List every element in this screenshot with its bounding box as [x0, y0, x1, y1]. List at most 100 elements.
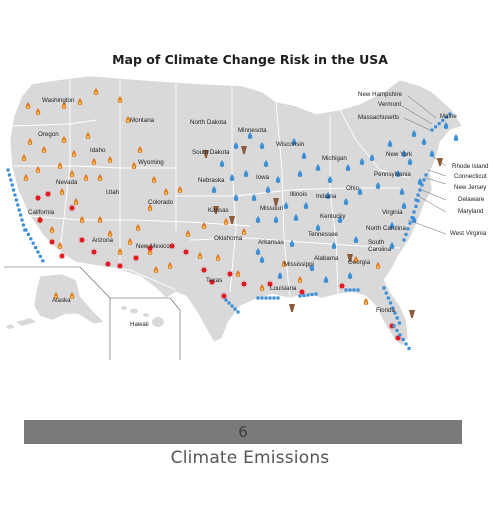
fire-drop-icon [69, 170, 75, 177]
water-drop-icon [229, 174, 235, 181]
tornado-icon [213, 206, 219, 214]
alaska-shape [33, 273, 105, 325]
state-label-north-dakota: North Dakota [190, 119, 227, 126]
water-drop-icon [255, 248, 261, 255]
fire-drop-icon [107, 156, 113, 163]
state-label-oklahoma: Oklahoma [214, 235, 243, 242]
state-label-iowa: Iowa [256, 174, 270, 181]
sea-level-wave-icon [430, 112, 452, 132]
fire-drop-icon [59, 188, 65, 195]
state-label-rhode-island: Rhode Island [452, 163, 489, 170]
heat-burst-icon [48, 238, 56, 246]
fire-drop-icon [73, 198, 79, 205]
hawaii-inset-border [110, 297, 181, 360]
fire-drop-icon [61, 136, 67, 143]
tornado-icon [241, 146, 247, 154]
water-drop-icon [421, 138, 427, 145]
state-label-wyoming: Wyoming [138, 159, 164, 166]
water-drop-icon [275, 176, 281, 183]
state-label-new-jersey: New Jersey [454, 184, 487, 191]
heat-burst-icon [208, 278, 216, 286]
state-label-maryland: Maryland [458, 208, 484, 215]
state-label-minnesota: Minnesota [238, 127, 267, 134]
fire-drop-icon [131, 162, 137, 169]
tornado-icon [273, 198, 279, 206]
alaska-inset-border [4, 266, 111, 360]
fire-drop-icon [147, 204, 153, 211]
heat-burst-icon [388, 322, 396, 330]
fire-drop-icon [241, 228, 247, 235]
water-drop-icon [265, 186, 271, 193]
water-drop-icon [331, 242, 337, 249]
fire-drop-icon [107, 230, 113, 237]
fire-drop-icon [23, 174, 29, 181]
state-label-nevada: Nevada [56, 179, 78, 186]
heat-burst-icon [90, 248, 98, 256]
fire-drop-icon [85, 132, 91, 139]
water-drop-icon [243, 170, 249, 177]
tornado-icon [437, 158, 443, 166]
water-drop-icon [389, 222, 395, 229]
state-label-connecticut: Connecticut [454, 173, 487, 180]
water-drop-icon [323, 276, 329, 283]
water-drop-icon [233, 142, 239, 149]
water-drop-icon [289, 240, 295, 247]
water-drop-icon [297, 170, 303, 177]
water-drop-icon [303, 202, 309, 209]
heat-burst-icon [240, 280, 248, 288]
footer-number-bar: 6 [24, 420, 462, 444]
water-drop-icon [259, 256, 265, 263]
state-label-virginia: Virginia [382, 209, 403, 216]
fire-drop-icon [41, 146, 47, 153]
heat-burst-icon [266, 280, 274, 288]
water-drop-icon [337, 216, 343, 223]
sea-level-wave-icon [392, 324, 411, 351]
water-drop-icon [387, 140, 393, 147]
state-label-alabama: Alabama [314, 255, 339, 262]
water-drop-icon [219, 160, 225, 167]
state-label-nebraska: Nebraska [198, 177, 225, 184]
fire-drop-icon [69, 292, 75, 299]
water-drop-icon [211, 186, 217, 193]
heat-burst-icon [226, 270, 234, 278]
water-drop-icon [357, 188, 363, 195]
fire-drop-icon [375, 262, 381, 269]
state-label-new-york: New York [386, 151, 413, 158]
fire-drop-icon [27, 138, 33, 145]
usa-risk-map: Washington Montana North Dakota Minnesot… [0, 70, 500, 360]
sea-level-wave-icon [256, 296, 280, 300]
fire-drop-icon [61, 102, 67, 109]
fire-drop-icon [83, 174, 89, 181]
water-drop-icon [283, 202, 289, 209]
water-drop-icon [407, 158, 413, 165]
state-label-south-dakota: South Dakota [192, 149, 230, 156]
water-drop-icon [327, 176, 333, 183]
water-drop-icon [389, 242, 395, 249]
heat-burst-icon [78, 236, 86, 244]
state-label-louisiana: Louisiana [270, 285, 297, 292]
state-label-new-mexico: New Mexico [136, 243, 170, 250]
heat-burst-icon [68, 204, 76, 212]
fire-drop-icon [297, 276, 303, 283]
state-label-kansas: Kansas [208, 207, 229, 214]
state-label-tennessee: Tennessee [308, 231, 338, 238]
fire-drop-icon [153, 266, 159, 273]
fire-drop-icon [97, 216, 103, 223]
fire-drop-icon [117, 248, 123, 255]
heat-burst-icon [298, 288, 306, 296]
state-label-kentucky: Kentucky [320, 213, 346, 220]
fire-drop-icon [281, 260, 287, 267]
water-drop-icon [343, 198, 349, 205]
tornado-icon [203, 150, 209, 158]
heat-burst-icon [338, 282, 346, 290]
state-label-north-carolina: North Carolina [366, 225, 406, 232]
water-drop-icon [291, 138, 297, 145]
fire-drop-icon [57, 242, 63, 249]
fire-drop-icon [223, 218, 229, 225]
heat-burst-icon [146, 244, 154, 252]
footer-number: 6 [238, 423, 248, 441]
fire-drop-icon [97, 174, 103, 181]
water-drop-icon [345, 164, 351, 171]
fire-drop-icon [135, 224, 141, 231]
water-drop-icon [259, 142, 265, 149]
